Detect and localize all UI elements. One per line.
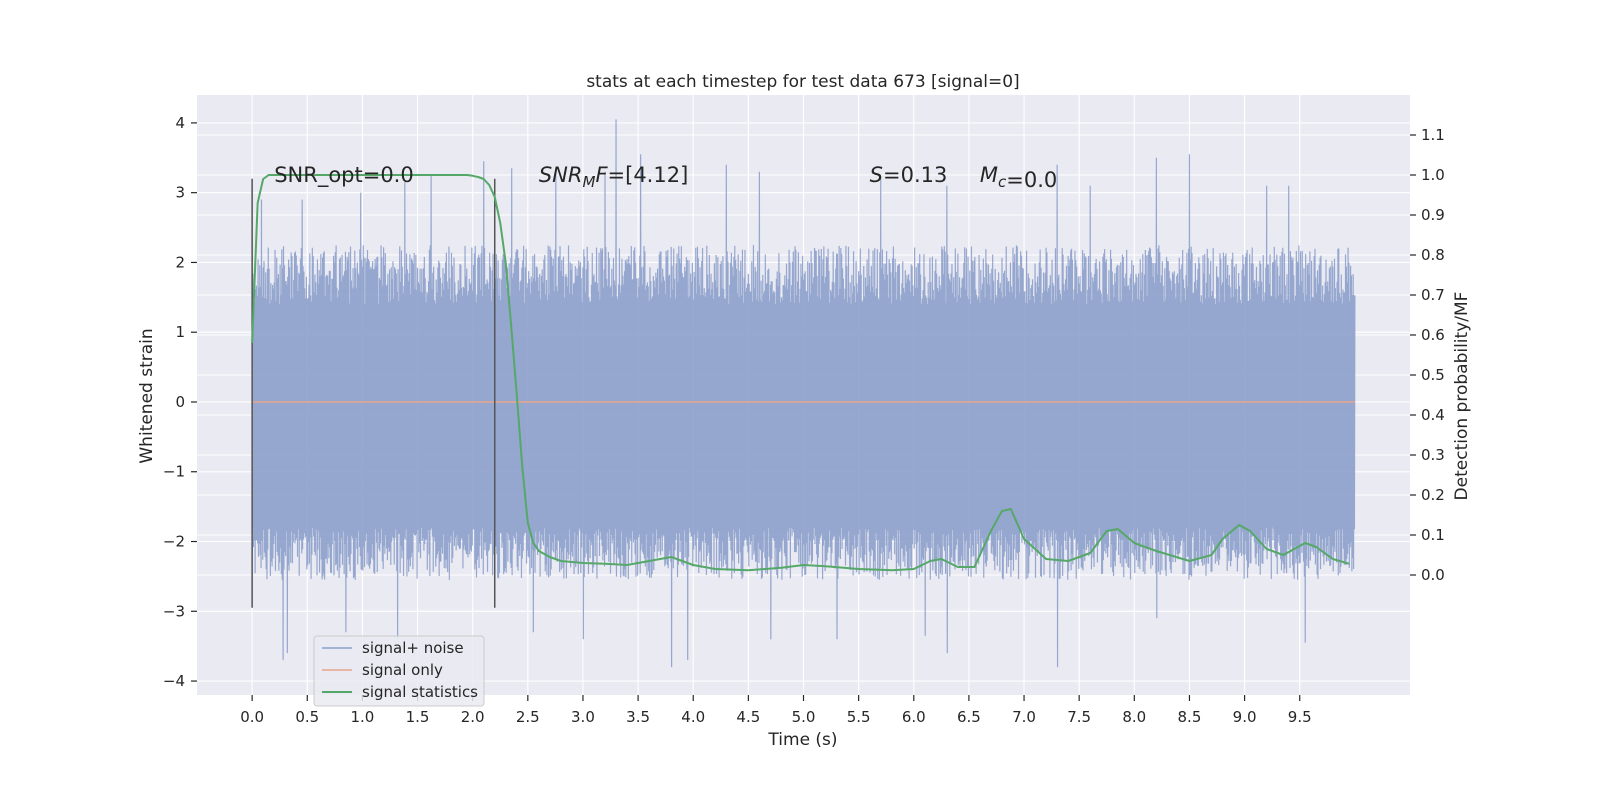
x-tick-label: 6.5	[957, 708, 981, 726]
signal-noise-line	[251, 119, 1356, 668]
x-tick-label: 0.5	[295, 708, 319, 726]
series-signal-statistics	[251, 174, 1350, 572]
legend: signal+ noise signal only signal statistic…	[313, 635, 485, 707]
x-tick-label: 7.0	[1012, 708, 1036, 726]
y-tick-label: 4	[175, 114, 185, 132]
y-tick-label: 3	[175, 184, 185, 202]
x-tick-label: 3.0	[571, 708, 595, 726]
signal-statistics-line	[251, 174, 1350, 572]
y2-tick-label: 0.3	[1421, 446, 1445, 464]
x-axis-label: Time (s)	[767, 730, 837, 750]
x-tick-label: 2.5	[516, 708, 540, 726]
legend-label: signal+ noise	[362, 639, 464, 657]
x-tick-label: 9.5	[1288, 708, 1312, 726]
x-tick-label: 8.0	[1122, 708, 1146, 726]
x-tick-label: 6.0	[902, 708, 926, 726]
legend-label: signal only	[362, 661, 443, 679]
x-tick-label: 4.5	[736, 708, 760, 726]
x-tick-label: 7.5	[1067, 708, 1091, 726]
x-tick-label: 1.5	[406, 708, 430, 726]
y-axis-label: Whitened strain	[137, 328, 157, 463]
x-tick-label: 5.5	[847, 708, 871, 726]
y2-tick-label: 0.8	[1421, 246, 1445, 264]
y-tick-label: −3	[163, 602, 185, 620]
y2-tick-label: 1.0	[1421, 166, 1445, 184]
x-tick-label: 8.5	[1178, 708, 1202, 726]
x-axis-ticks: 0.0 0.5 1.0 1.5 2.0 2.5 3.0 3.5 4.0 4.5 5.0 5.5 6.0 6…	[240, 695, 1312, 726]
chart-annotations: SNR_opt=0.0 SNRMF=[4.12] S=0.13 Mc=0.0	[274, 163, 1057, 192]
vertical-markers	[251, 178, 496, 608]
x-tick-label: 9.0	[1233, 708, 1257, 726]
x-tick-label: 2.0	[461, 708, 485, 726]
y-tick-label: −4	[163, 672, 185, 690]
legend-label: signal statistics	[362, 683, 478, 701]
x-tick-label: 4.0	[681, 708, 705, 726]
annotation-text: SNRMF=[4.12]	[539, 163, 688, 191]
legend-box	[313, 635, 485, 707]
y2-tick-label: 0.1	[1421, 526, 1445, 544]
y2-tick-label: 0.6	[1421, 326, 1445, 344]
y2-tick-label: 1.1	[1421, 126, 1445, 144]
y-tick-label: −2	[163, 533, 185, 551]
series-signal-noise	[251, 119, 1356, 668]
x-tick-label: 3.5	[626, 708, 650, 726]
x-tick-label: 1.0	[350, 708, 374, 726]
y2-tick-label: 0.2	[1421, 486, 1445, 504]
annotation-text: S=0.13	[870, 163, 948, 187]
y2-axis-ticks: 1.1 1.0 0.9 0.8 0.7 0.6 0.5 0.4 0.3 0.2 0.1 0.0	[1410, 126, 1445, 584]
chart-title: stats at each timestep for test data 673…	[586, 72, 1019, 92]
y-tick-label: 1	[175, 323, 185, 341]
x-tick-label: 5.0	[792, 708, 816, 726]
y2-tick-label: 0.0	[1421, 566, 1445, 584]
y-axis-ticks: 4 3 2 1 0 −1 −2 −3 −4	[163, 114, 197, 690]
y2-tick-label: 0.7	[1421, 286, 1445, 304]
y2-tick-label: 0.5	[1421, 366, 1445, 384]
y-tick-label: 2	[175, 253, 185, 271]
y2-tick-label: 0.4	[1421, 406, 1445, 424]
y-tick-label: 0	[175, 393, 185, 411]
annotation-text: Mc=0.0	[980, 163, 1057, 192]
y2-axis-label: Detection probability/MF	[1452, 292, 1472, 501]
y-tick-label: −1	[163, 463, 185, 481]
y2-tick-label: 0.9	[1421, 206, 1445, 224]
x-tick-label: 0.0	[240, 708, 264, 726]
annotation-text: SNR_opt=0.0	[274, 163, 414, 188]
